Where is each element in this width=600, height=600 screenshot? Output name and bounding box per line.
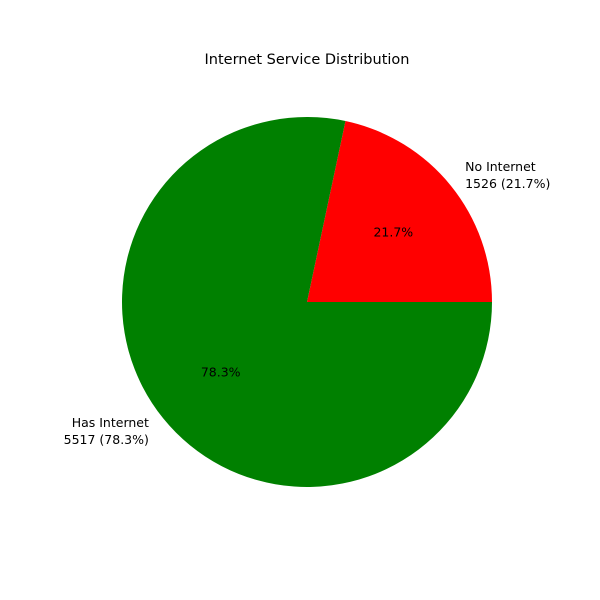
pie-slice-label: No Internet 1526 (21.7%) xyxy=(465,159,550,191)
pie-slice-no-internet xyxy=(307,121,493,302)
pie-slice-label-value: 5517 (78.3%) xyxy=(64,432,149,447)
pie-slices xyxy=(122,116,493,487)
pie-slice-label-value: 1526 (21.7%) xyxy=(465,176,550,191)
pie-percent-label: 78.3% xyxy=(201,364,241,379)
chart-title: Internet Service Distribution xyxy=(205,52,410,68)
pie-percent-label: 21.7% xyxy=(373,225,413,240)
pie-slice-label-name: No Internet xyxy=(465,159,536,174)
pie-slice-label: Has Internet 5517 (78.3%) xyxy=(64,415,149,447)
pie-labels: 21.7% No Internet 1526 (21.7%) 78.3% Has Int… xyxy=(64,159,551,447)
pie-slice-has-internet xyxy=(122,116,493,487)
pie-slice-label-name: Has Internet xyxy=(72,415,149,430)
